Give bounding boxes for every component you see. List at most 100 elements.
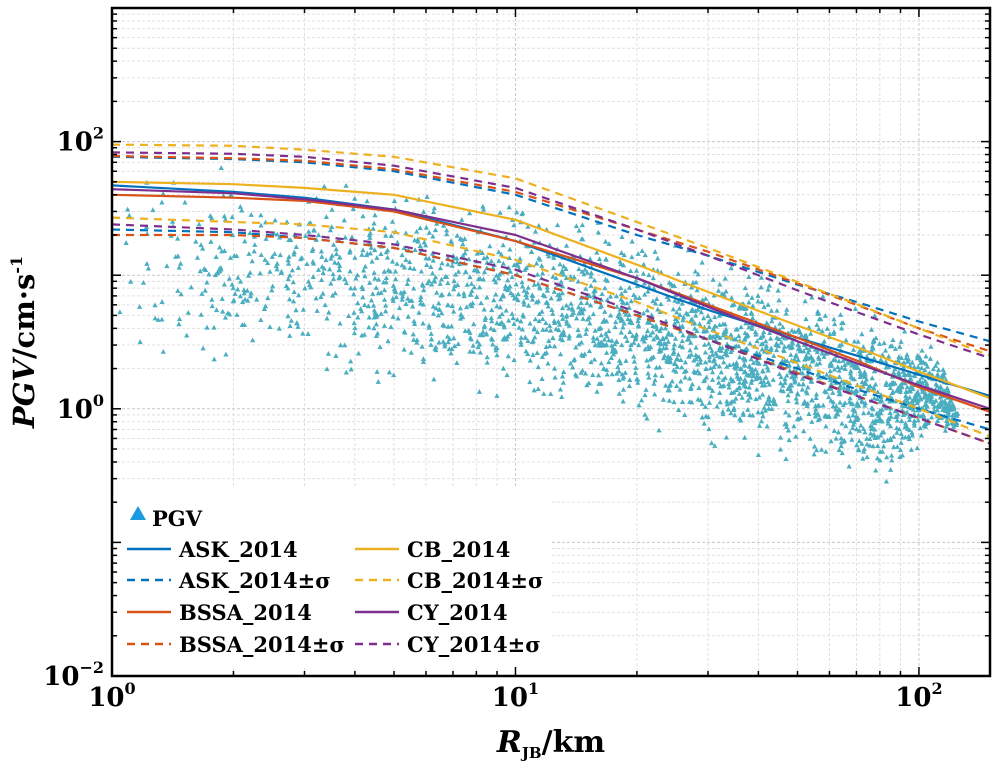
scatter-point	[372, 212, 378, 218]
scatter-point	[337, 273, 343, 279]
scatter-point	[491, 327, 497, 333]
scatter-point	[544, 300, 551, 306]
scatter-point	[583, 326, 590, 332]
scatter-point	[541, 351, 548, 356]
scatter-point	[414, 337, 420, 343]
scatter-point	[760, 332, 766, 338]
scatter-point	[680, 317, 686, 323]
scatter-point	[359, 284, 365, 290]
scatter-point	[896, 371, 902, 377]
scatter-point	[313, 295, 319, 301]
scatter-point	[765, 367, 771, 373]
scatter-point	[895, 357, 901, 363]
scatter-point	[455, 341, 461, 347]
scatter-point	[861, 448, 867, 454]
scatter-point	[213, 307, 220, 313]
scatter-point	[221, 248, 228, 254]
scatter-point	[836, 407, 842, 412]
scatter-point	[213, 254, 219, 260]
scatter-point	[420, 359, 427, 364]
scatter-point	[734, 326, 740, 332]
scatter-point	[627, 377, 633, 383]
scatter-point	[716, 347, 722, 353]
scatter-point	[737, 354, 743, 360]
scatter-point	[454, 259, 460, 265]
scatter-point	[566, 322, 572, 328]
scatter-point	[547, 343, 553, 349]
scatter-point	[911, 418, 917, 423]
scatter-point	[769, 406, 775, 412]
scatter-point	[694, 361, 701, 367]
scatter-point	[864, 441, 870, 447]
scatter-point	[596, 325, 602, 331]
scatter-point	[432, 227, 439, 233]
scatter-point	[820, 402, 826, 408]
scatter-point	[329, 206, 335, 212]
scatter-point	[814, 361, 820, 367]
scatter-point	[850, 347, 857, 352]
scatter-point	[601, 317, 607, 322]
scatter-point	[247, 293, 254, 299]
scatter-point	[341, 217, 347, 223]
scatter-point	[871, 368, 877, 374]
scatter-point	[470, 342, 476, 348]
scatter-point	[378, 311, 384, 316]
scatter-point	[778, 339, 785, 345]
scatter-point	[579, 222, 586, 228]
scatter-point	[786, 437, 792, 443]
scatter-point	[247, 230, 253, 235]
scatter-point	[499, 311, 505, 317]
scatter-point	[519, 211, 525, 217]
scatter-point	[621, 252, 627, 258]
scatter-point	[342, 342, 348, 348]
scatter-point	[750, 303, 756, 309]
series-line	[111, 180, 991, 400]
scatter-point	[856, 348, 862, 354]
scatter-point	[462, 236, 468, 241]
scatter-point	[899, 452, 906, 458]
scatter-point	[274, 231, 280, 237]
scatter-point	[918, 432, 925, 438]
scatter-point	[267, 324, 273, 330]
scatter-point	[598, 303, 604, 309]
scatter-point	[539, 354, 546, 359]
scatter-point	[717, 399, 723, 405]
scatter-point	[610, 351, 617, 357]
scatter-point	[613, 319, 619, 325]
scatter-point	[289, 267, 295, 273]
scatter-point	[353, 275, 359, 281]
scatter-point	[859, 440, 865, 446]
scatter-point	[534, 271, 541, 277]
scatter-point	[548, 295, 554, 301]
scatter-point	[758, 418, 765, 424]
scatter-point	[421, 239, 427, 245]
scatter-point	[782, 380, 788, 385]
scatter-point	[733, 387, 740, 393]
scatter-point	[494, 352, 500, 358]
scatter-point	[897, 454, 903, 460]
scatter-point	[766, 401, 772, 407]
scatter-point	[695, 271, 701, 277]
scatter-point	[914, 400, 920, 405]
scatter-point	[773, 347, 780, 353]
scatter-point	[873, 467, 879, 473]
scatter-point	[812, 409, 818, 415]
scatter-point	[125, 206, 131, 212]
scatter-point	[823, 413, 830, 419]
scatter-point	[128, 278, 134, 284]
scatter-point	[623, 358, 629, 363]
scatter-point	[726, 384, 732, 390]
scatter-point	[426, 278, 432, 283]
scatter-point	[248, 212, 254, 217]
scatter-point	[290, 298, 297, 304]
scatter-point	[364, 250, 371, 256]
scatter-point	[631, 340, 637, 345]
scatter-point	[613, 338, 620, 344]
scatter-point	[286, 260, 292, 266]
scatter-point	[746, 274, 752, 280]
scatter-point	[836, 358, 842, 364]
scatter-point	[374, 369, 380, 374]
scatter-point	[569, 305, 575, 311]
scatter-point	[655, 340, 662, 346]
scatter-point	[649, 355, 655, 361]
